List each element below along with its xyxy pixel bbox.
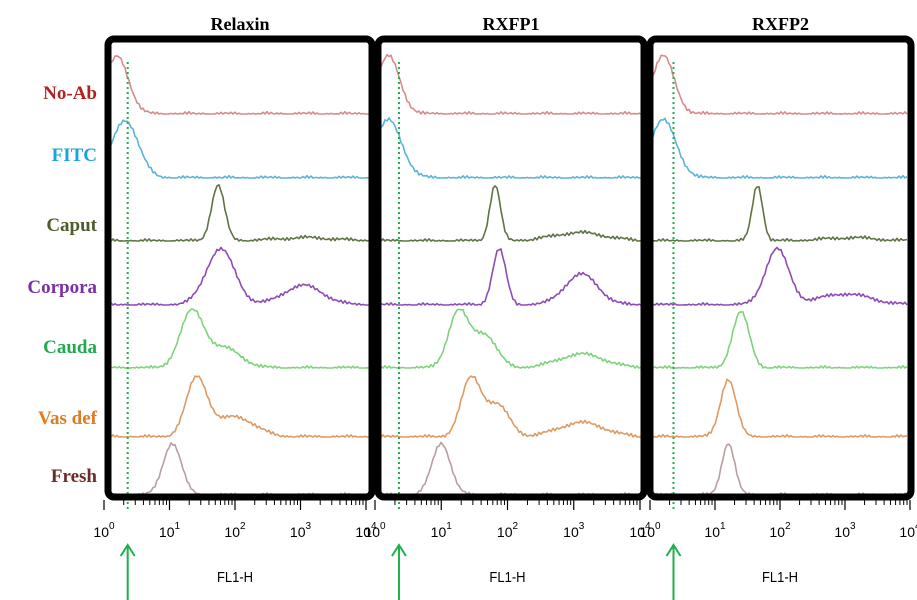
tick-label-rxfp1: 101 [431,521,453,540]
panel-frame-rxfp2 [646,35,915,501]
x-axis-label-rxfp2: FL1-H [762,568,798,585]
tick-label-rxfp1: 103 [563,521,585,540]
panel-rxfp1: RXFP1 100 101 102 103 104 FL1-H [364,14,651,600]
row-label-fitc: FITC [51,145,97,166]
panel-title-relaxin: Relaxin [210,14,269,34]
row-label-no-ab: No-Ab [43,83,97,104]
histogram-relaxin-vas-def [110,375,370,438]
tick-label-relaxin: 103 [290,521,312,540]
tick-label-rxfp2: 102 [769,521,791,540]
panel-rxfp2: RXFP2 100 101 102 103 104 FL1-H [639,14,917,600]
row-label-fresh: Fresh [50,466,97,487]
histogram-rxfp1-vas-def [380,375,642,438]
tick-label-rxfp2: 104 [899,521,917,540]
x-axis-label-rxfp1: FL1-H [489,568,525,585]
histogram-rxfp1-fitc [380,117,642,179]
histogram-relaxin-cauda [111,308,370,369]
histogram-relaxin-corpora [110,246,369,306]
tick-label-rxfp2: 101 [704,521,726,540]
panel-title-rxfp2: RXFP2 [752,14,809,34]
histogram-rxfp2-caput [653,186,908,242]
arrow-head-rxfp1 [391,543,407,557]
x-axis-label-relaxin: FL1-H [217,568,253,585]
tick-label-rxfp1: 100 [364,521,386,540]
histogram-relaxin-no-ab [110,55,369,115]
histogram-relaxin-fresh [110,442,369,496]
histogram-rxfp1-fresh [380,441,642,496]
histogram-relaxin-fitc [110,119,370,179]
histogram-rxfp2-corpora [652,246,908,306]
histogram-rxfp1-corpora [380,248,642,306]
histogram-rxfp2-vas-def [652,378,908,438]
histogram-rxfp1-cauda [380,308,642,369]
histogram-rxfp2-fresh [652,443,908,496]
histogram-rxfp2-fitc [652,117,908,179]
tick-label-relaxin: 101 [159,521,181,540]
tick-label-rxfp2: 100 [639,521,661,540]
panel-frame-rxfp1 [374,35,648,501]
row-label-vas-def: Vas def [38,408,97,429]
tick-label-rxfp1: 104 [629,521,651,540]
tick-label-relaxin: 100 [93,521,115,540]
tick-label-rxfp1: 102 [497,521,519,540]
row-label-corpora: Corpora [27,277,97,298]
arrow-head-rxfp2 [665,543,682,557]
histogram-rxfp1-caput [380,185,642,242]
row-label-cauda: Cauda [43,337,97,358]
panel-relaxin: Relaxin 100 101 102 103 104 FL1-H [93,14,377,600]
histogram-rxfp2-no-ab [652,54,908,115]
panel-frame-relaxin [104,35,376,501]
histogram-relaxin-caput [110,184,370,242]
tick-label-relaxin: 104 [355,521,377,540]
histogram-rxfp2-cauda [652,311,908,369]
panel-title-rxfp1: RXFP1 [483,14,540,34]
tick-label-rxfp2: 103 [834,521,856,540]
tick-label-relaxin: 102 [224,521,246,540]
arrow-head-relaxin [119,543,136,557]
histogram-rxfp1-no-ab [380,53,642,115]
row-label-caput: Caput [46,215,97,236]
